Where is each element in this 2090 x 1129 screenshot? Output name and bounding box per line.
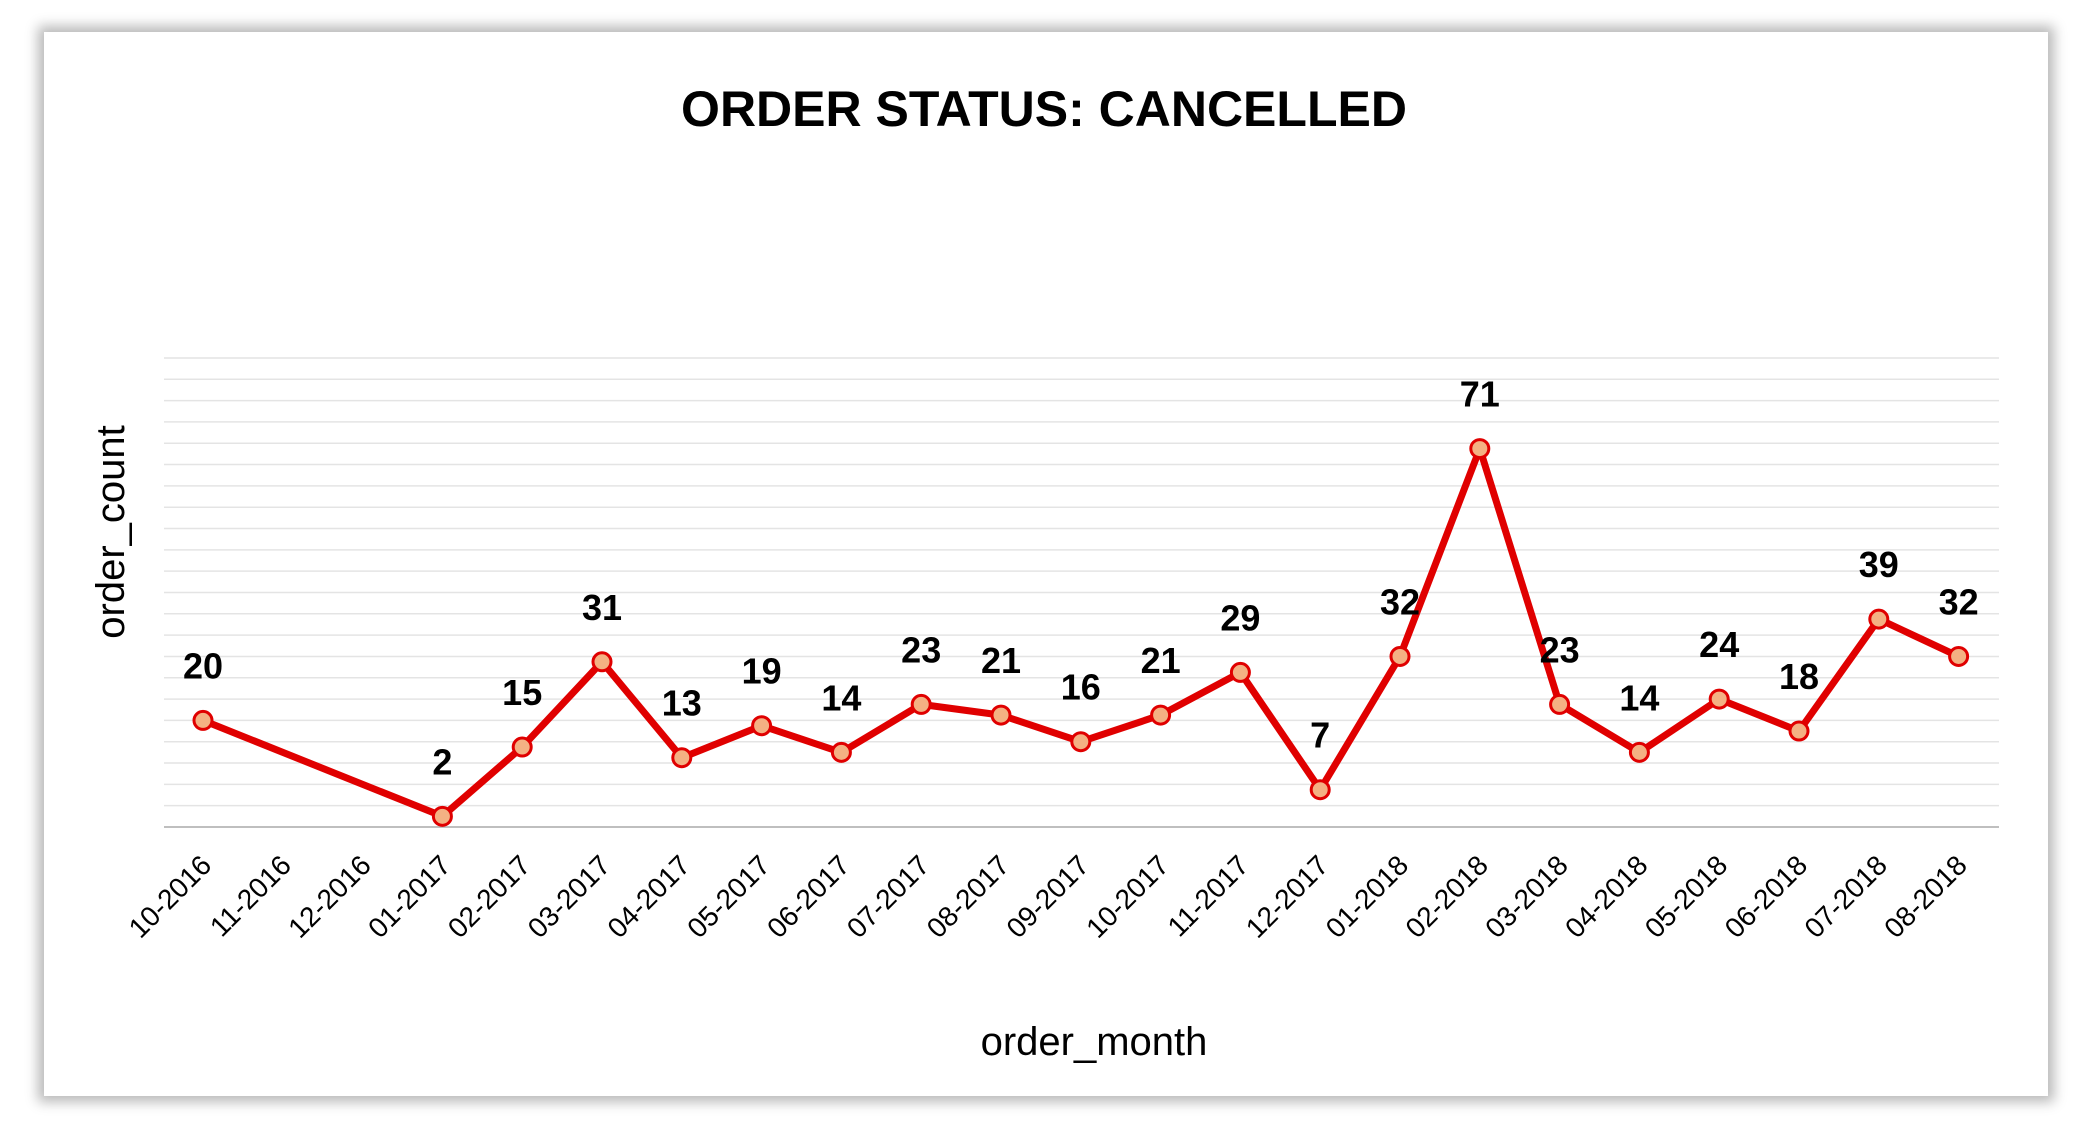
x-tick-label: 07-2018 [1798, 849, 1893, 944]
x-tick-label: 03-2018 [1479, 849, 1574, 944]
chart-card: ORDER STATUS: CANCELLED order_count orde… [44, 32, 2048, 1096]
data-labels: 20 2 15 31 13 19 14 23 21 16 21 29 7 32 71 23 14 24 18 39 32 [183, 374, 1979, 783]
data-label: 21 [981, 640, 1021, 681]
data-label: 31 [582, 587, 622, 628]
data-point [910, 693, 932, 715]
x-tick-label: 03-2017 [522, 849, 617, 944]
data-label: 24 [1699, 624, 1739, 665]
data-point [671, 747, 693, 769]
data-label: 14 [821, 677, 861, 718]
x-tick-label: 06-2017 [761, 849, 856, 944]
data-label: 18 [1779, 656, 1819, 697]
x-tick-label: 12-2017 [1240, 849, 1335, 944]
data-label: 32 [1939, 581, 1979, 622]
data-point [1628, 741, 1650, 763]
series-path [199, 445, 1963, 820]
data-point [192, 709, 214, 731]
x-tick-label: 04-2018 [1559, 849, 1654, 944]
data-label: 14 [1619, 677, 1659, 718]
x-tick-label: 02-2017 [442, 849, 537, 944]
data-point [1150, 704, 1172, 726]
x-tick-label: 02-2018 [1399, 849, 1494, 944]
x-tick-label: 07-2017 [841, 849, 936, 944]
data-label: 23 [1540, 629, 1580, 670]
data-label: 19 [742, 651, 782, 692]
x-tick-label: 08-2018 [1878, 849, 1973, 944]
data-points [192, 438, 1970, 827]
gridlines [164, 357, 1999, 807]
data-label: 71 [1460, 374, 1500, 415]
data-label: 15 [502, 672, 542, 713]
line-chart: ORDER STATUS: CANCELLED order_count orde… [89, 81, 1999, 1064]
x-tick-label: 04-2017 [601, 849, 696, 944]
data-point [431, 805, 453, 827]
data-point [1708, 688, 1730, 710]
x-tick-label: 11-2017 [1162, 849, 1255, 942]
x-tick-label: 08-2017 [921, 849, 1016, 944]
data-label: 23 [901, 629, 941, 670]
data-label: 39 [1859, 544, 1899, 585]
data-point [511, 736, 533, 758]
data-label: 29 [1220, 597, 1260, 638]
x-tick-label: 05-2017 [681, 849, 776, 944]
data-point [1070, 731, 1092, 753]
x-tick-label: 01-2017 [362, 849, 457, 944]
data-label: 2 [432, 741, 452, 782]
data-point [1229, 661, 1251, 683]
chart-title: ORDER STATUS: CANCELLED [681, 81, 1407, 137]
x-tick-label: 10-2017 [1080, 849, 1175, 944]
x-tick-label: 05-2018 [1639, 849, 1734, 944]
data-point [1469, 438, 1491, 460]
data-point [1948, 645, 1970, 667]
data-point [1309, 779, 1331, 801]
x-tick-label: 09-2017 [1000, 849, 1095, 944]
series-line [199, 445, 1963, 820]
x-tick-label: 10-2016 [123, 849, 218, 944]
data-point [591, 651, 613, 673]
data-point [751, 715, 773, 737]
data-label: 32 [1380, 581, 1420, 622]
x-tick-label: 01-2018 [1320, 849, 1415, 944]
data-point [1868, 608, 1890, 630]
data-point [830, 741, 852, 763]
y-axis-title: order_count [89, 425, 133, 638]
data-point [990, 704, 1012, 726]
x-tick-labels: 10-201611-201612-201601-201702-201703-20… [123, 849, 1973, 944]
data-label: 7 [1310, 715, 1330, 756]
x-tick-label: 06-2018 [1719, 849, 1814, 944]
x-tick-label: 11-2016 [204, 849, 297, 942]
x-axis-title: order_month [981, 1020, 1208, 1064]
x-tick-label: 12-2016 [282, 849, 377, 944]
data-label: 13 [662, 683, 702, 724]
data-label: 20 [183, 645, 223, 686]
data-point [1389, 645, 1411, 667]
data-point [1549, 693, 1571, 715]
data-point [1788, 720, 1810, 742]
data-label: 16 [1061, 667, 1101, 708]
data-label: 21 [1141, 640, 1181, 681]
